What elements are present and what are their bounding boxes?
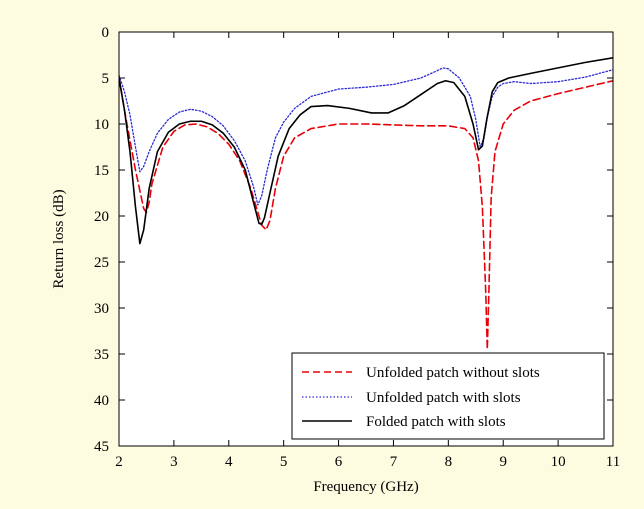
legend-box bbox=[291, 352, 605, 440]
legend-entry-1: Unfolded patch without slots bbox=[366, 365, 540, 381]
y-tick-label: 15 bbox=[94, 163, 109, 179]
x-tick-label: 9 bbox=[499, 454, 507, 470]
y-tick-label: 20 bbox=[94, 209, 109, 225]
x-tick-label: 5 bbox=[280, 454, 288, 470]
y-tick-label: 45 bbox=[94, 439, 109, 455]
y-tick-label: 35 bbox=[94, 347, 109, 363]
plot-frame bbox=[118, 31, 614, 447]
legend-entry-2: Unfolded patch with slots bbox=[366, 390, 521, 406]
x-tick-label: 10 bbox=[551, 454, 566, 470]
x-tick-label: 3 bbox=[170, 454, 178, 470]
y-tick-label: 30 bbox=[94, 301, 109, 317]
y-tick-label: 25 bbox=[94, 255, 109, 271]
series-line-1 bbox=[119, 76, 613, 351]
x-tick-label: 8 bbox=[445, 454, 453, 470]
x-tick-label: 4 bbox=[225, 454, 233, 470]
y-tick-label: 5 bbox=[102, 71, 110, 87]
y-tick-label: 0 bbox=[102, 25, 110, 41]
series-layer bbox=[119, 56, 613, 351]
x-tick-label: 6 bbox=[335, 454, 343, 470]
y-tick-label: 40 bbox=[94, 393, 109, 409]
series-line-3 bbox=[119, 56, 613, 245]
y-axis-title: Return loss (dB) bbox=[51, 189, 67, 288]
legend: Unfolded patch without slots Unfolded pat… bbox=[291, 352, 605, 440]
x-tick-label: 11 bbox=[606, 454, 620, 470]
x-tick-label: 7 bbox=[390, 454, 398, 470]
y-tick-label: 10 bbox=[94, 117, 109, 133]
x-axis-title: Frequency (GHz) bbox=[313, 479, 418, 495]
x-tick-label: 2 bbox=[115, 454, 123, 470]
legend-entry-3: Folded patch with slots bbox=[366, 414, 506, 430]
